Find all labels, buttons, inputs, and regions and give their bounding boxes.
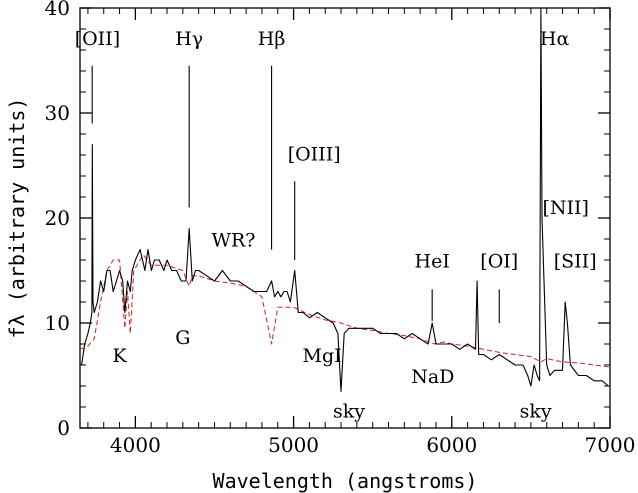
- y-tick-label: 40: [45, 0, 70, 20]
- line-annotation: Hα: [540, 28, 570, 50]
- observed-spectrum-line: [81, 7, 609, 392]
- line-annotation: K: [112, 345, 127, 367]
- line-annotation: MgI: [302, 345, 341, 367]
- series-group: [79, 7, 611, 392]
- x-tick-label: 6000: [426, 433, 477, 457]
- line-annotation: HeI: [415, 250, 450, 272]
- x-axis-title: Wavelength (angstroms): [213, 469, 478, 493]
- line-annotation: [OII]: [75, 28, 120, 50]
- annotation-group: [OII] Hγ Hβ [OIII] WR? HeI [OI] Hα [NII] [SII] K G M…: [75, 28, 597, 423]
- y-tick-label: 0: [57, 416, 70, 440]
- x-tick-label: 7000: [585, 433, 636, 457]
- line-annotation: [OI]: [480, 250, 518, 272]
- y-tick-label: 10: [45, 311, 70, 335]
- x-tick-label: 4000: [110, 433, 161, 457]
- line-annotation: NaD: [411, 366, 454, 388]
- line-annotation: [SII]: [554, 250, 597, 272]
- line-annotation: [NII]: [542, 197, 588, 219]
- y-tick-label: 30: [45, 101, 70, 125]
- line-annotation: sky: [520, 401, 552, 423]
- line-annotation: WR?: [211, 229, 255, 251]
- x-tick-label: 5000: [268, 433, 319, 457]
- model-spectrum-line: [79, 254, 611, 368]
- line-annotation: sky: [333, 401, 365, 423]
- line-annotation: Hγ: [175, 28, 203, 50]
- line-annotation: [OIII]: [288, 143, 341, 165]
- line-annotation: G: [175, 327, 190, 349]
- axis-ticks: 4000 5000 6000 7000 0 10 20 30 40: [45, 0, 636, 457]
- plot-frame: [79, 7, 611, 429]
- line-annotation: Hβ: [258, 28, 286, 50]
- y-axis-title: fλ (arbitrary units): [5, 98, 29, 339]
- y-tick-label: 20: [45, 206, 70, 230]
